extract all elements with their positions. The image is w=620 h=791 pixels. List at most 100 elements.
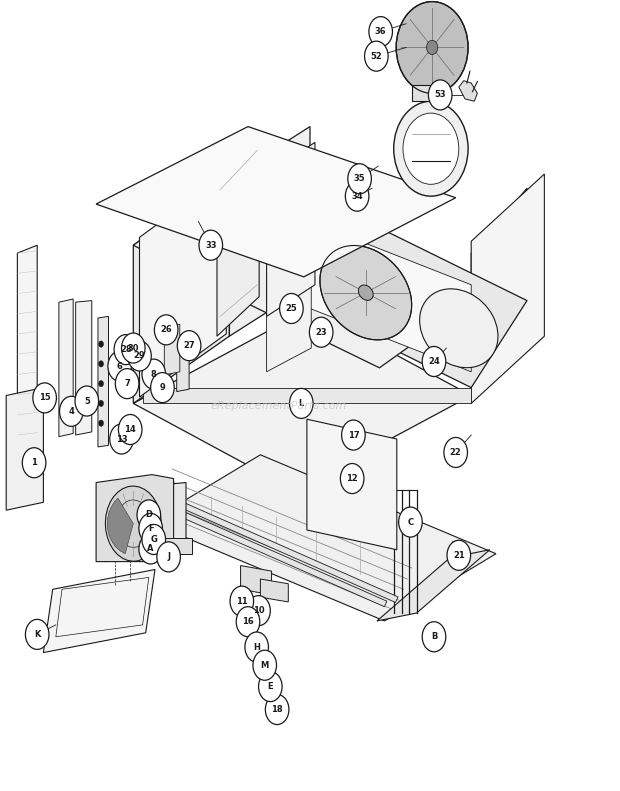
Circle shape: [428, 80, 452, 110]
Circle shape: [139, 534, 162, 564]
Text: 30: 30: [128, 343, 139, 353]
Circle shape: [177, 331, 201, 361]
Text: 7: 7: [124, 379, 130, 388]
Circle shape: [128, 341, 151, 371]
Circle shape: [265, 694, 289, 725]
Text: 15: 15: [39, 393, 50, 403]
Circle shape: [22, 448, 46, 478]
Polygon shape: [143, 388, 471, 403]
Text: 22: 22: [450, 448, 461, 457]
Text: 12: 12: [347, 474, 358, 483]
Text: D: D: [145, 510, 153, 520]
Text: L: L: [299, 399, 304, 408]
Polygon shape: [310, 221, 471, 372]
Polygon shape: [377, 550, 490, 621]
Polygon shape: [260, 579, 288, 602]
Circle shape: [340, 464, 364, 494]
Circle shape: [342, 420, 365, 450]
Text: B: B: [431, 632, 437, 642]
Text: 4: 4: [68, 407, 74, 416]
Circle shape: [280, 293, 303, 324]
Text: 21: 21: [453, 551, 464, 560]
Text: 28: 28: [120, 345, 131, 354]
Polygon shape: [459, 81, 477, 101]
Text: 11: 11: [236, 596, 247, 606]
Polygon shape: [6, 388, 43, 510]
Polygon shape: [133, 178, 310, 289]
Circle shape: [122, 333, 145, 363]
Text: 36: 36: [375, 27, 386, 36]
Text: 26: 26: [161, 325, 172, 335]
Text: 9: 9: [159, 383, 166, 392]
Polygon shape: [170, 335, 183, 352]
Polygon shape: [471, 188, 527, 388]
Circle shape: [245, 632, 268, 662]
Circle shape: [110, 424, 133, 454]
Polygon shape: [217, 142, 259, 336]
Circle shape: [259, 672, 282, 702]
Polygon shape: [177, 350, 189, 392]
Text: 53: 53: [435, 90, 446, 100]
Text: 33: 33: [205, 240, 216, 250]
Polygon shape: [267, 261, 311, 372]
Polygon shape: [96, 475, 174, 562]
Circle shape: [447, 540, 471, 570]
Text: 23: 23: [316, 327, 327, 337]
Text: 34: 34: [352, 191, 363, 201]
Polygon shape: [107, 498, 133, 554]
Text: 1: 1: [31, 458, 37, 467]
Text: 5: 5: [84, 396, 90, 406]
Circle shape: [403, 113, 459, 184]
Circle shape: [199, 230, 223, 260]
Ellipse shape: [358, 285, 373, 301]
Polygon shape: [133, 308, 471, 490]
Polygon shape: [140, 174, 226, 397]
Text: F: F: [148, 524, 154, 533]
Circle shape: [444, 437, 467, 467]
Polygon shape: [307, 419, 397, 550]
Text: 17: 17: [348, 430, 359, 440]
Polygon shape: [160, 502, 387, 607]
Polygon shape: [471, 174, 544, 403]
Polygon shape: [229, 127, 310, 336]
Text: 35: 35: [354, 174, 365, 184]
Text: 25: 25: [286, 304, 297, 313]
Polygon shape: [149, 484, 161, 522]
Circle shape: [154, 315, 178, 345]
Ellipse shape: [320, 245, 412, 340]
Text: 14: 14: [125, 425, 136, 434]
Text: J: J: [167, 552, 170, 562]
Circle shape: [25, 619, 49, 649]
Polygon shape: [171, 498, 398, 603]
Text: 18: 18: [272, 705, 283, 714]
Text: M: M: [260, 660, 269, 670]
Circle shape: [422, 346, 446, 377]
Text: E: E: [267, 682, 273, 691]
Text: 16: 16: [242, 617, 254, 626]
Polygon shape: [59, 299, 73, 437]
Polygon shape: [241, 566, 272, 595]
Polygon shape: [96, 127, 456, 277]
Circle shape: [290, 388, 313, 418]
Circle shape: [247, 596, 270, 626]
Text: eReplacementParts.com: eReplacementParts.com: [211, 401, 347, 411]
Circle shape: [60, 396, 83, 426]
Circle shape: [151, 373, 174, 403]
Text: G: G: [150, 535, 157, 544]
Text: 6: 6: [117, 361, 123, 371]
Circle shape: [118, 414, 142, 445]
Text: 27: 27: [184, 341, 195, 350]
Circle shape: [236, 607, 260, 637]
Polygon shape: [150, 538, 192, 554]
Polygon shape: [294, 214, 527, 388]
Circle shape: [157, 542, 180, 572]
Text: A: A: [148, 544, 154, 554]
Polygon shape: [133, 178, 229, 403]
Circle shape: [99, 341, 104, 347]
Polygon shape: [267, 142, 315, 316]
Circle shape: [139, 513, 162, 543]
Polygon shape: [217, 221, 471, 368]
Circle shape: [33, 383, 56, 413]
Circle shape: [142, 524, 166, 554]
Ellipse shape: [105, 486, 161, 561]
